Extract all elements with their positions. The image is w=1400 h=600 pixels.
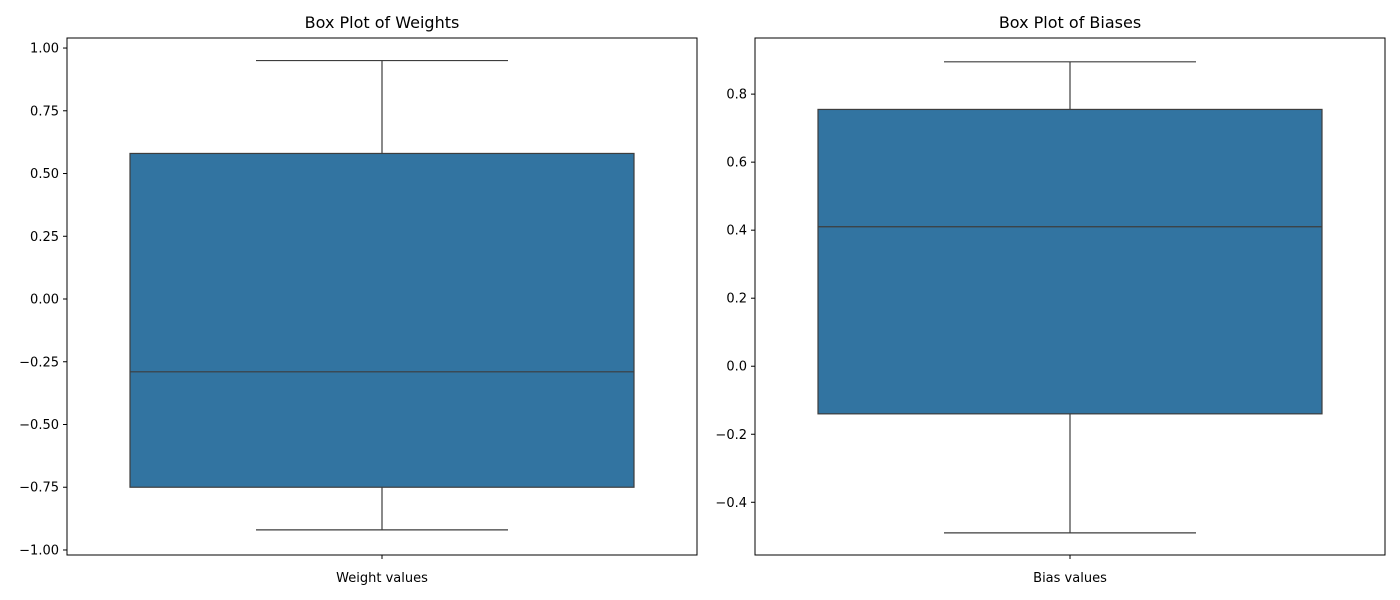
weights-y-tick-label: −1.00: [19, 543, 59, 558]
weights-y-tick-label: 1.00: [30, 42, 59, 57]
biases-y-axis: −0.4 −0.2 0.0 0.2 0.4 0.6 0.8: [715, 88, 755, 511]
weights-y-tick-label: 0.50: [30, 167, 59, 182]
weights-box-group: [129, 59, 635, 531]
biases-y-tick-label: −0.4: [715, 496, 747, 511]
weights-y-tick-label: 0.00: [30, 293, 59, 308]
biases-chart-panel: Box Plot of Biases −0.4 −0.2 0.0 0.2 0.4 0.6 0…: [715, 13, 1386, 586]
biases-y-tick-label: 0.4: [726, 224, 747, 239]
biases-y-tick-label: 0.8: [726, 88, 747, 103]
biases-y-tick-label: 0.6: [726, 156, 747, 171]
biases-y-tick-label: 0.0: [726, 360, 747, 375]
weights-chart-title: Box Plot of Weights: [305, 13, 460, 32]
biases-chart-title: Box Plot of Biases: [999, 13, 1141, 32]
weights-x-axis-label: Weight values: [336, 571, 428, 586]
weights-box: [129, 152, 635, 488]
biases-box-group: [817, 61, 1323, 534]
weights-y-tick-label: −0.25: [19, 355, 59, 370]
weights-chart-panel: Box Plot of Weights −1.00 −0.75 −0.50 −0.25…: [19, 13, 698, 586]
biases-box: [817, 108, 1323, 415]
weights-y-axis: −1.00 −0.75 −0.50 −0.25 0.00 0.25 0.50 0.75 1.00: [19, 42, 67, 558]
biases-y-tick-label: −0.2: [715, 428, 747, 443]
weights-y-tick-label: −0.75: [19, 481, 59, 496]
weights-y-tick-label: 0.25: [30, 230, 59, 245]
biases-y-tick-label: 0.2: [726, 292, 747, 307]
weights-y-tick-label: 0.75: [30, 104, 59, 119]
biases-x-axis-label: Bias values: [1033, 571, 1107, 586]
weights-y-tick-label: −0.50: [19, 418, 59, 433]
